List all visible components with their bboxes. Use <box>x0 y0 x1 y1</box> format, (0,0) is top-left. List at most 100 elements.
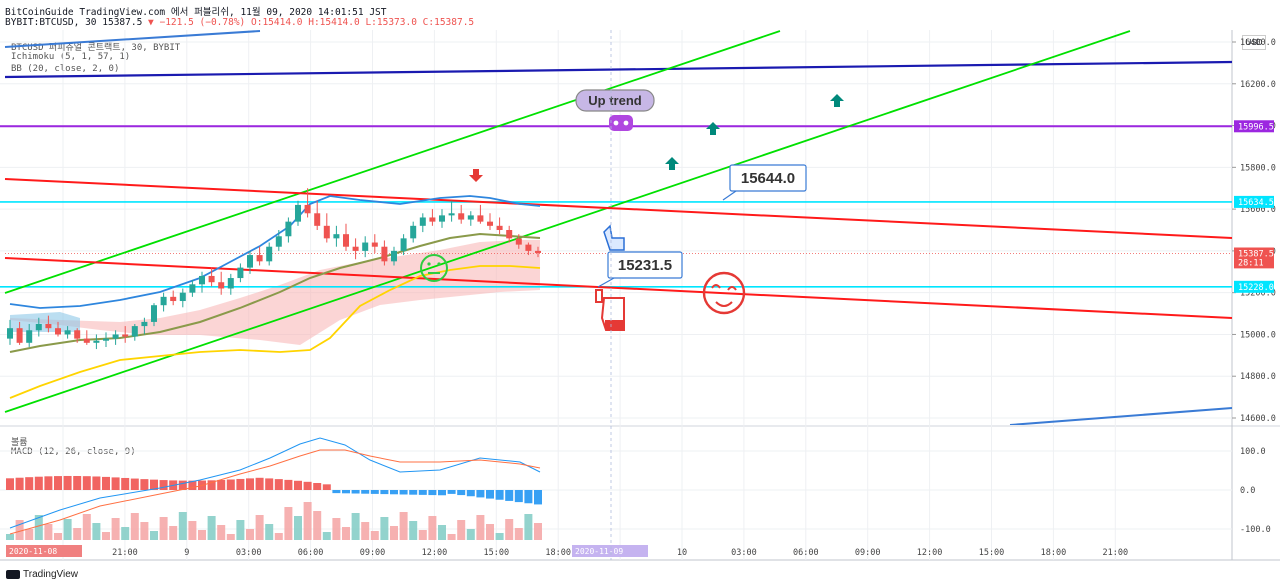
time-badge-label: 2020-11-09 <box>575 547 623 556</box>
time-tick-label: 03:00 <box>731 548 757 558</box>
volume-bar <box>466 529 475 540</box>
footer-label: TradingView <box>23 569 79 580</box>
candle-body <box>487 221 493 226</box>
legend-ichimoku[interactable]: Ichimoku (5, 1, 57, 1) <box>11 52 131 62</box>
candle-body <box>237 267 244 279</box>
macd-histogram-bar <box>111 477 120 490</box>
neutral-face-eye <box>427 262 431 266</box>
macd-histogram-bar <box>447 490 456 494</box>
price-badge-label: 15996.5 <box>1238 122 1274 132</box>
legend-main[interactable]: BTCUSD 퍼피츄얼 콘트랙트, 30, BYBIT <box>11 43 181 53</box>
volume-bar <box>15 520 24 540</box>
green-channel-lower <box>4 30 1131 413</box>
volume-bar <box>188 521 197 540</box>
low-value: L:15373.0 <box>365 17 417 28</box>
macd-histogram-bar <box>82 476 91 490</box>
navy-trendline <box>4 60 1232 79</box>
macd-histogram-bar <box>236 478 245 490</box>
volume-bar <box>534 523 542 540</box>
volume-bar <box>409 521 418 540</box>
time-badge <box>572 545 648 557</box>
candle-body <box>227 278 234 289</box>
red-support-line <box>4 257 1232 319</box>
macd-histogram-bar <box>73 475 82 490</box>
legend-volume[interactable]: 볼륨 <box>11 438 28 448</box>
candle-body <box>535 250 541 253</box>
macd-histogram-bar <box>226 479 235 490</box>
volume-bar <box>457 520 466 540</box>
robot-eye <box>613 120 619 126</box>
volume-bar <box>524 514 533 540</box>
time-tick-label: 09:00 <box>855 548 881 558</box>
time-tick-label: 21:00 <box>112 548 138 558</box>
volume-bar <box>399 512 408 540</box>
candle-body <box>275 236 282 247</box>
candle-body <box>333 234 340 239</box>
candle-body <box>266 246 273 262</box>
volume-bar <box>370 531 379 540</box>
volume-bar <box>246 529 254 540</box>
price-badge-label: 15228.0 <box>1238 283 1274 293</box>
time-tick-label: 03:00 <box>236 548 262 558</box>
macd-histogram-bar <box>102 476 110 490</box>
volume-bar <box>121 527 130 540</box>
candle-body <box>199 275 205 285</box>
macd-histogram-bar <box>294 480 302 490</box>
dizzy-face-icon <box>702 271 746 315</box>
macd-histogram-bar <box>409 490 418 495</box>
candle-body <box>55 328 61 335</box>
volume-bar <box>322 532 331 540</box>
up-arrow-icon <box>665 157 679 170</box>
price-tick-label: 15200.0 <box>1240 289 1276 299</box>
uptrend-callout-text: Up trend <box>588 93 642 108</box>
macd-histogram-bar <box>466 490 475 497</box>
volume-bar <box>169 526 178 540</box>
macd-histogram-bar <box>342 490 350 494</box>
volume-bar <box>255 515 264 540</box>
price-tick-label: 16200.0 <box>1240 80 1276 90</box>
macd-histogram-bar <box>399 490 408 495</box>
tradingview-logo: TradingView <box>6 569 78 580</box>
red-resistance-line <box>4 178 1232 239</box>
time-tick-label: 06:00 <box>298 548 324 558</box>
candle-body <box>7 328 13 339</box>
candle-body <box>45 324 52 329</box>
candle-body <box>131 326 138 337</box>
legend-macd[interactable]: MACD (12, 26, close, 9) <box>11 447 136 457</box>
blue-trendline <box>4 30 261 48</box>
legend-bb[interactable]: BB (20, close, 2, 0) <box>11 64 120 74</box>
candle-body <box>362 242 369 251</box>
price-tick-label: 15600.0 <box>1240 205 1276 215</box>
macd-histogram-bar <box>370 490 379 494</box>
ichimoku-cloud <box>10 240 540 345</box>
macd-tick-label: -100.0 <box>1240 525 1271 535</box>
tradingview-icon <box>6 569 20 579</box>
volume-bar <box>514 528 523 540</box>
candle-body <box>419 217 426 226</box>
volume-bar <box>226 534 235 540</box>
candle-body <box>410 225 417 239</box>
price-tick-label: 15800.0 <box>1240 163 1276 173</box>
candle-body <box>467 215 474 220</box>
price-callout-high-box <box>729 164 807 192</box>
macd-histogram-bar <box>54 476 62 490</box>
macd-histogram-bar <box>207 480 216 490</box>
macd-histogram-bar <box>505 490 514 501</box>
time-tick-label: 12:00 <box>917 548 943 558</box>
pointing-hand-cuff <box>605 320 625 330</box>
candle-body <box>179 292 186 302</box>
volume-bar <box>236 520 245 540</box>
volume-bar <box>476 515 485 540</box>
time-tick-label: 18:00 <box>1041 548 1067 558</box>
macd-histogram-bar <box>495 490 504 500</box>
macd-histogram-bar <box>361 490 370 494</box>
dizzy-face-features <box>711 284 737 307</box>
macd-histogram-bar <box>351 490 360 494</box>
macd-histogram-bar <box>322 484 331 490</box>
ohlc-header: BYBIT:BTCUSD, 30 15387.5 ▼ −121.5 (−0.78… <box>5 17 474 28</box>
candle-body <box>103 338 109 341</box>
candle-body <box>458 213 465 220</box>
candle-body <box>141 321 148 327</box>
currency-button[interactable]: USD <box>1242 35 1266 50</box>
